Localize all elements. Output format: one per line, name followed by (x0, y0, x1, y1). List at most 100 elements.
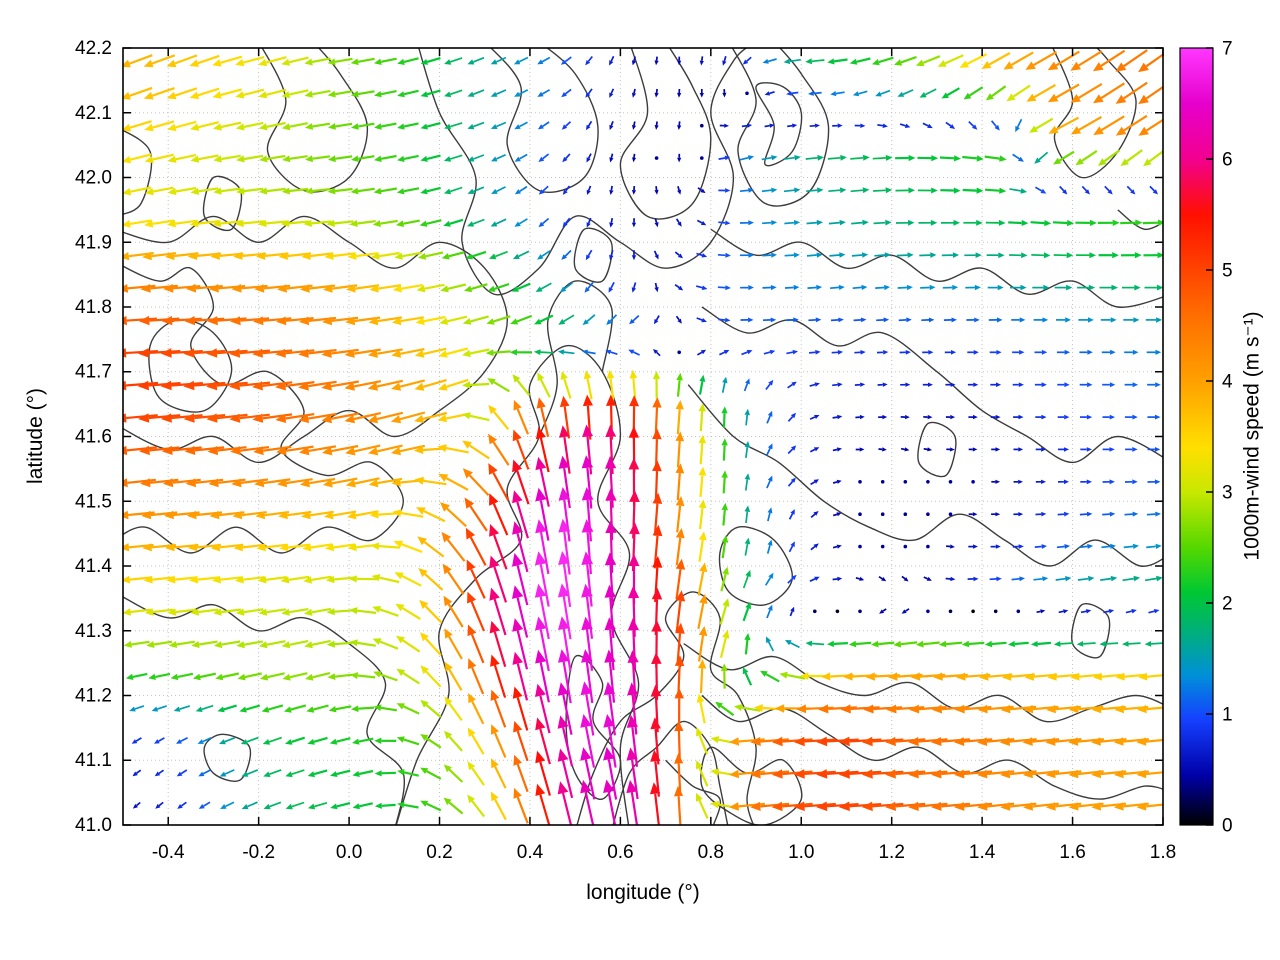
wind-arrow (885, 736, 926, 747)
wind-arrow (557, 682, 573, 735)
wind-arrow (939, 155, 961, 162)
wind-arrow (922, 382, 933, 387)
wind-arrow (415, 315, 446, 325)
wind-arrow (750, 801, 790, 811)
wind-arrow (697, 562, 708, 596)
wind-arrow (123, 478, 156, 488)
wind-arrow (512, 374, 531, 396)
wind-arrow (750, 737, 789, 746)
colorbar-tick-label: 7 (1222, 39, 1233, 60)
wind-calm-dot (948, 480, 953, 484)
wind-arrow (1036, 609, 1046, 614)
wind-arrow (259, 154, 286, 163)
wind-arrow (562, 185, 571, 195)
wind-arrow (513, 754, 529, 793)
wind-arrow (853, 317, 867, 323)
wind-arrow (806, 252, 823, 258)
wind-arrow (762, 58, 777, 64)
wind-arrow (420, 632, 442, 656)
x-tick-label: 0.2 (426, 842, 452, 863)
wind-arrow (231, 478, 269, 488)
wind-arrow (559, 395, 571, 439)
colorbar-tick-label: 3 (1222, 483, 1233, 504)
wind-arrow (252, 413, 293, 423)
wind-arrow (262, 736, 282, 745)
wind-arrow (491, 186, 506, 194)
wind-arrow (717, 285, 731, 291)
wind-arrow (263, 769, 282, 777)
wind-arrow (444, 696, 463, 722)
wind-arrow (390, 411, 426, 424)
wind-arrow (719, 598, 730, 625)
wind-arrow (444, 57, 463, 65)
wind-arrow (304, 57, 331, 66)
wind-arrow (467, 186, 485, 194)
wind-arrow (253, 316, 292, 326)
wind-calm-dot (858, 544, 862, 549)
wind-arrow (967, 382, 979, 387)
wind-arrow (861, 801, 904, 812)
wind-arrow (787, 445, 797, 455)
wind-arrow (629, 314, 640, 325)
contour-line (123, 265, 404, 554)
wind-arrow (351, 122, 375, 130)
wind-arrow (1124, 349, 1139, 355)
wind-arrow (327, 673, 353, 680)
wind-arrow (183, 380, 226, 391)
wind-arrow (990, 120, 1000, 131)
wind-arrow (307, 736, 328, 745)
wind-arrow (350, 187, 375, 195)
wind-arrow (257, 576, 287, 584)
wind-arrow (900, 447, 910, 452)
wind-arrow (444, 730, 463, 752)
wind-arrow (760, 670, 780, 683)
wind-arrow (1059, 185, 1068, 195)
wind-arrow (719, 629, 730, 658)
wind-arrow (397, 57, 419, 65)
wind-arrow (488, 433, 510, 466)
wind-arrow (652, 492, 663, 536)
wind-arrow (1012, 382, 1024, 387)
wind-arrow (298, 380, 337, 391)
wind-arrow (922, 350, 934, 355)
wind-arrow (677, 153, 682, 163)
wind-arrow (512, 521, 529, 573)
wind-arrow (512, 490, 529, 539)
wind-arrow (392, 509, 424, 518)
wind-arrow (832, 576, 843, 582)
wind-arrow (628, 349, 640, 356)
wind-arrow (580, 714, 596, 768)
wind-arrow (509, 349, 533, 356)
wind-arrow (627, 682, 639, 735)
y-tick-label: 41.2 (75, 686, 112, 707)
y-tick-label: 42.0 (75, 168, 112, 189)
wind-arrow (676, 372, 683, 397)
wind-arrow (537, 56, 551, 65)
wind-calm-dot (858, 512, 862, 516)
wind-arrow (946, 544, 955, 549)
wind-arrow (1047, 83, 1080, 103)
colorbar-tick-label: 4 (1222, 372, 1233, 393)
wind-arrow (440, 283, 467, 293)
wind-arrow (1138, 85, 1163, 105)
wind-arrow (1057, 414, 1070, 420)
wind-arrow (968, 120, 978, 130)
wind-arrow (1015, 118, 1023, 133)
wind-arrow (443, 797, 464, 815)
wind-arrow (766, 475, 773, 489)
wind-calm-dot (880, 544, 885, 549)
wind-arrow (931, 737, 970, 746)
wind-arrow (654, 88, 659, 98)
wind-arrow (832, 382, 843, 387)
wind-arrow (348, 575, 377, 583)
wind-arrow (533, 349, 554, 356)
wind-arrow (161, 445, 202, 455)
wind-arrow (281, 89, 309, 99)
wind-arrow (560, 56, 572, 65)
wind-arrow (764, 90, 775, 96)
wind-arrow (851, 219, 869, 226)
wind-arrow (513, 787, 529, 824)
wind-arrow (235, 608, 264, 616)
wind-arrow (534, 314, 554, 325)
